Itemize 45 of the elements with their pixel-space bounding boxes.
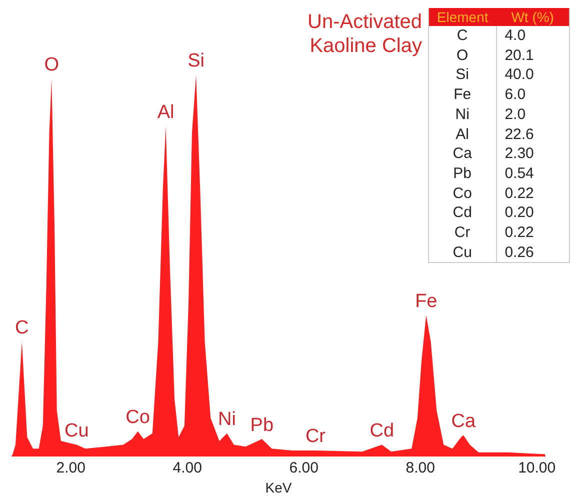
category-label: Cd: [429, 203, 496, 224]
category-label: O: [429, 46, 496, 66]
category-label: Fe: [429, 85, 496, 105]
annotation: Si: [188, 50, 205, 72]
x-axis-title: KeV: [265, 479, 292, 496]
annotation: Cd: [370, 420, 394, 442]
annotation: C: [15, 318, 29, 339]
category-label: Si: [429, 65, 496, 86]
category-label: Pb: [429, 164, 496, 184]
category-label: C: [429, 26, 496, 46]
annotation: O: [44, 54, 59, 76]
data-label: 0.54: [504, 164, 535, 184]
category-label: Co: [429, 184, 496, 204]
x-tick-label: 10.00: [518, 459, 556, 476]
category-label: Ni: [429, 104, 496, 125]
data-label: 0.26: [504, 242, 535, 262]
data-label: 2.0: [504, 104, 527, 125]
category-label: Cr: [429, 223, 496, 243]
chart-title: Un-Activated Kaoline Clay: [306, 10, 422, 58]
x-tick-label: 2.00: [56, 459, 86, 476]
data-label: 6.0: [504, 85, 527, 105]
data-label: 22.6: [504, 124, 535, 144]
data-label: 40.0: [504, 65, 535, 86]
annotation: Co: [126, 407, 150, 428]
text: Wt (%): [496, 8, 569, 26]
category-label: Al: [429, 124, 496, 144]
annotation: Fe: [415, 290, 438, 312]
annotation: Ni: [218, 409, 236, 430]
annotation: Cr: [305, 426, 326, 448]
category-label: Ca: [429, 144, 496, 164]
data-label: 0.22: [504, 184, 535, 204]
text: Element: [429, 8, 496, 26]
x-tick-label: 4.00: [172, 459, 202, 476]
category-label: Cu: [429, 242, 496, 262]
annotation: Pb: [250, 414, 274, 436]
data-label: 4.0: [504, 26, 527, 46]
data-label: 0.22: [504, 223, 535, 243]
data-label: 0.20: [504, 203, 535, 224]
x-tick-label: 8.00: [406, 459, 435, 476]
annotation: Ca: [451, 410, 476, 432]
annotation: Al: [157, 102, 174, 124]
data-label: 20.1: [504, 46, 535, 66]
data-label: 2.30: [504, 144, 535, 164]
annotation: Cu: [64, 420, 89, 442]
x-tick-label: 6.00: [289, 459, 318, 476]
